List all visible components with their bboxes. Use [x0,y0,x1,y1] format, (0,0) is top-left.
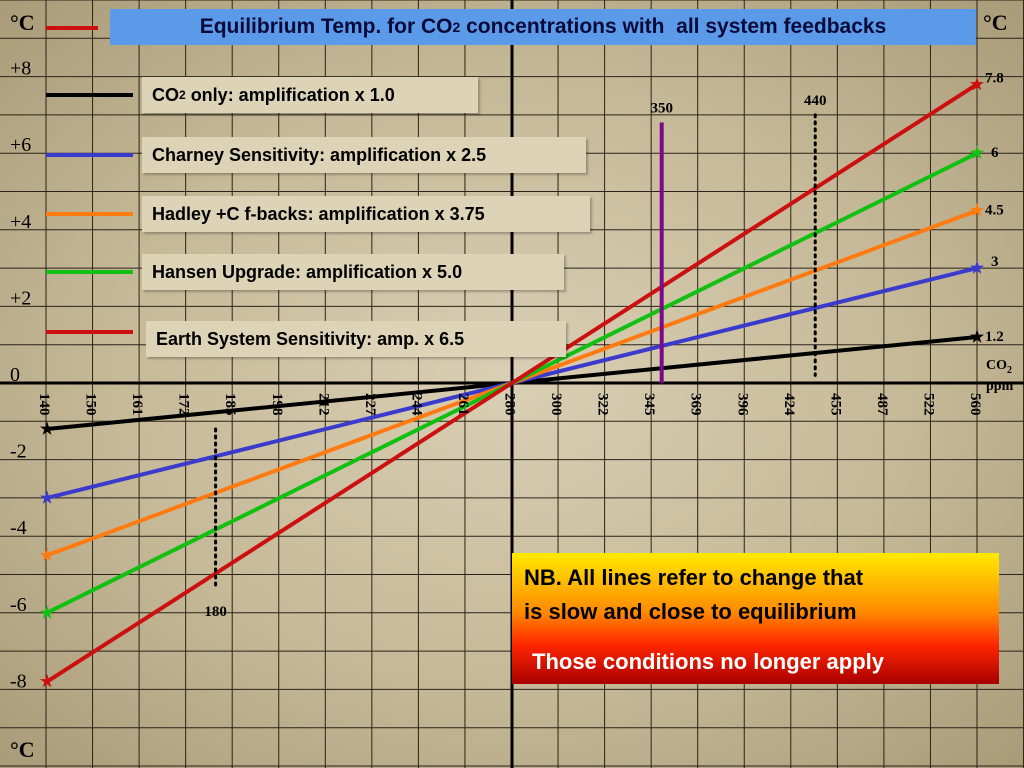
note-warning: Those conditions no longer apply [532,649,885,674]
series-point: ★ [40,547,55,564]
title-sub: 2 [452,19,461,35]
legend-item-co2-only: CO 2 only: amplification x 1.0 [142,77,478,113]
note-line-2: is slow and close to equilibrium [524,599,857,624]
series-point: ★ [970,76,985,93]
series-end-label: 7.8 [985,70,1004,86]
co2-axis-main: CO [986,358,1007,373]
series-point: ★ [970,145,985,162]
y-tick-label: -6 [10,594,27,616]
series-point: ★ [40,490,55,507]
x-tick-label: 455 [827,393,843,416]
legend-item-hadley: Hadley +C f-backs: amplification x 3.75 [142,196,590,232]
title-main: Equilibrium Temp. for CO [199,15,453,38]
x-tick-label: 560 [967,393,983,416]
series-layer: ★ ★ ★ ★ ★ ★ ★ ★ ★ ★ [40,76,985,690]
y-tick-label: -4 [10,517,27,539]
series-end-label: 3 [991,254,999,270]
series-point: ★ [40,421,55,438]
legend-label: Earth System Sensitivity: amp. x 6.5 [156,328,465,349]
legend-item-charney: Charney Sensitivity: amplification x 2.5 [142,137,586,173]
legend-label: Hansen Upgrade: amplification x 5.0 [152,261,463,282]
y-tick-label: +2 [10,287,31,309]
x-tick-label: 140 [36,393,52,416]
y-tick-label: +6 [10,134,31,156]
legend-label: CO [152,84,179,105]
x-tick-label: 369 [688,393,704,416]
legend-item-earth-system: Earth System Sensitivity: amp. x 6.5 [146,321,566,357]
x-tick-label: 424 [781,393,797,416]
x-tick-label: 198 [269,393,285,416]
y-tick-label: +8 [10,58,31,80]
x-tick-label: 261 [455,393,471,416]
legend-swatches [46,26,133,334]
series-point: ★ [970,329,985,346]
note-line-1: NB. All lines refer to change that [524,565,864,590]
x-tick-label: 227 [362,393,378,416]
x-tick-label: 172 [176,393,192,416]
co2-axis-label: CO2 ppm [986,358,1013,395]
x-tick-label: 244 [408,393,424,416]
y-tick-label: -8 [10,670,27,692]
x-tick-label: 280 [502,393,518,416]
chart-title: Equilibrium Temp. for CO 2 concentrations… [110,9,976,45]
note-box: NB. All lines refer to change that is sl… [512,553,999,684]
x-tick-label: 345 [641,393,657,416]
x-tick-label: 185 [222,393,238,416]
series-line [45,82,979,684]
series-point: ★ [970,260,985,277]
x-tick-label: 522 [920,393,936,416]
legend-label: Hadley +C f-backs: amplification x 3.75 [152,203,485,224]
title-rest: concentrations with all system feedbacks [460,15,887,38]
legend-label: Charney Sensitivity: amplification x 2.5 [152,144,487,165]
y-tick-label: 0 [10,364,20,386]
x-tick-label: 322 [595,393,611,416]
legend-item-hansen: Hansen Upgrade: amplification x 5.0 [142,254,564,290]
y-tick-label: +4 [10,211,31,233]
x-tick-label: 300 [548,393,564,416]
label-layer: 140 150 161 172 185 198 212 227 244 261 280 300 322 3… [10,58,1004,693]
x-tick-label: 487 [874,393,890,416]
marker-label: 180 [204,604,227,620]
x-tick-label: 396 [734,393,750,416]
marker-label: 350 [650,101,673,117]
legend-label-rest: only: amplification x 1.0 [185,84,395,105]
y-tick-label: -2 [10,441,27,463]
series-end-label: 6 [991,145,999,161]
co2-axis-sub: 2 [1007,364,1012,376]
series-point: ★ [40,674,55,691]
marker-layer [214,113,817,592]
co2-axis-unit: ppm [986,378,1014,394]
unit-right: °C [983,10,1008,35]
unit-left: °C [10,10,35,35]
series-point: ★ [40,605,55,622]
legend-sub: 2 [179,88,186,102]
unit-bottom-left: °C [10,737,35,762]
series-end-label: 4.5 [985,203,1004,219]
marker-label: 440 [804,93,827,109]
series-point: ★ [970,203,985,220]
x-tick-label: 161 [129,393,145,416]
series-end-label: 1.2 [985,329,1004,345]
x-tick-label: 212 [315,393,331,416]
x-tick-label: 150 [83,393,99,416]
